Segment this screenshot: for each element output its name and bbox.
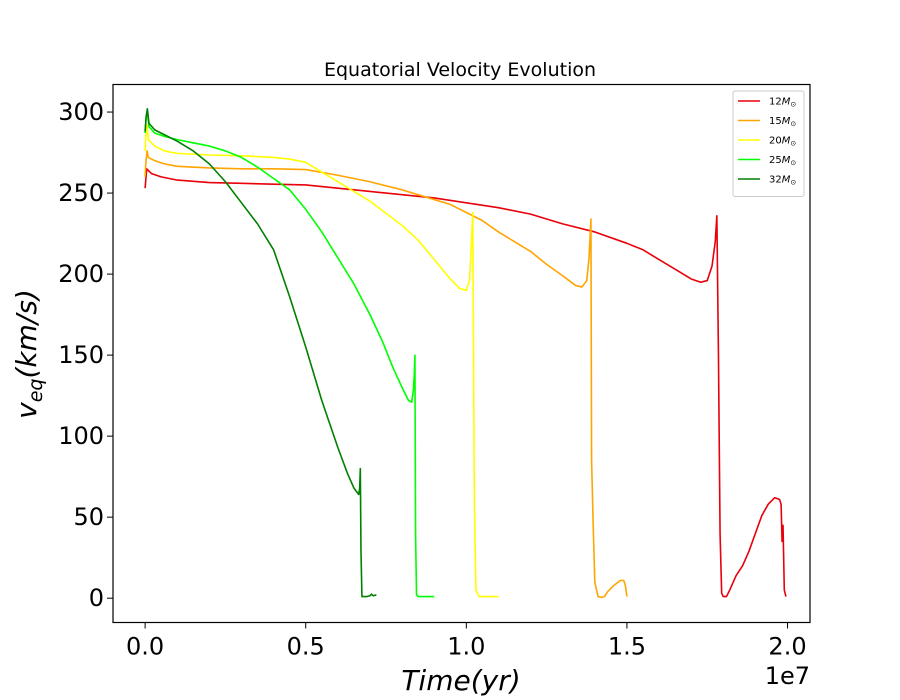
- legend-entry-4: 32M⊙: [769, 175, 796, 187]
- series-line-3: [144, 111, 435, 598]
- y-tick-label: 0: [89, 584, 104, 612]
- x-axis-title: Time(yr): [401, 664, 520, 697]
- series-line-2: [144, 124, 499, 598]
- legend-entry-1: 15M⊙: [769, 116, 796, 128]
- legend-box: [732, 90, 805, 197]
- y-axis: 0 50 100 150 200 250 300: [58, 98, 113, 612]
- x-tick-label: 1.5: [608, 633, 646, 661]
- x-tick-label: 2.0: [768, 633, 806, 661]
- y-tick-label: 100: [58, 422, 104, 450]
- y-tick-label: 200: [58, 260, 104, 288]
- y-tick-label: 300: [58, 98, 104, 126]
- legend-entry-3: 25M⊙: [769, 155, 796, 167]
- x-axis-offset-label: 1e7: [765, 662, 810, 690]
- y-tick-label: 150: [58, 341, 104, 369]
- legend-entry-0: 12M⊙: [769, 97, 796, 109]
- y-axis-title-subscript: eq: [25, 379, 47, 403]
- x-axis: 0.0 0.5 1.0 1.5 2.0: [126, 622, 807, 661]
- x-tick-label: 0.5: [287, 633, 325, 661]
- series-line-0: [144, 167, 787, 598]
- series-line-4: [144, 108, 377, 598]
- plot-frame: [112, 83, 811, 624]
- chart-title: Equatorial Velocity Evolution: [324, 59, 596, 81]
- series-layer: [144, 108, 787, 599]
- y-axis-title: veq(km/s): [10, 289, 47, 419]
- y-axis-title-main: v: [10, 402, 43, 419]
- x-tick-label: 1.0: [447, 633, 485, 661]
- y-tick-label: 250: [58, 179, 104, 207]
- y-axis-title-unit: (km/s): [10, 289, 43, 378]
- y-tick-label: 50: [73, 503, 104, 531]
- legend-entry-2: 20M⊙: [769, 136, 796, 148]
- series-line-1: [144, 150, 628, 599]
- x-tick-label: 0.0: [126, 633, 164, 661]
- legend: 12M⊙ 15M⊙ 20M⊙ 25M⊙ 32M⊙: [732, 90, 805, 197]
